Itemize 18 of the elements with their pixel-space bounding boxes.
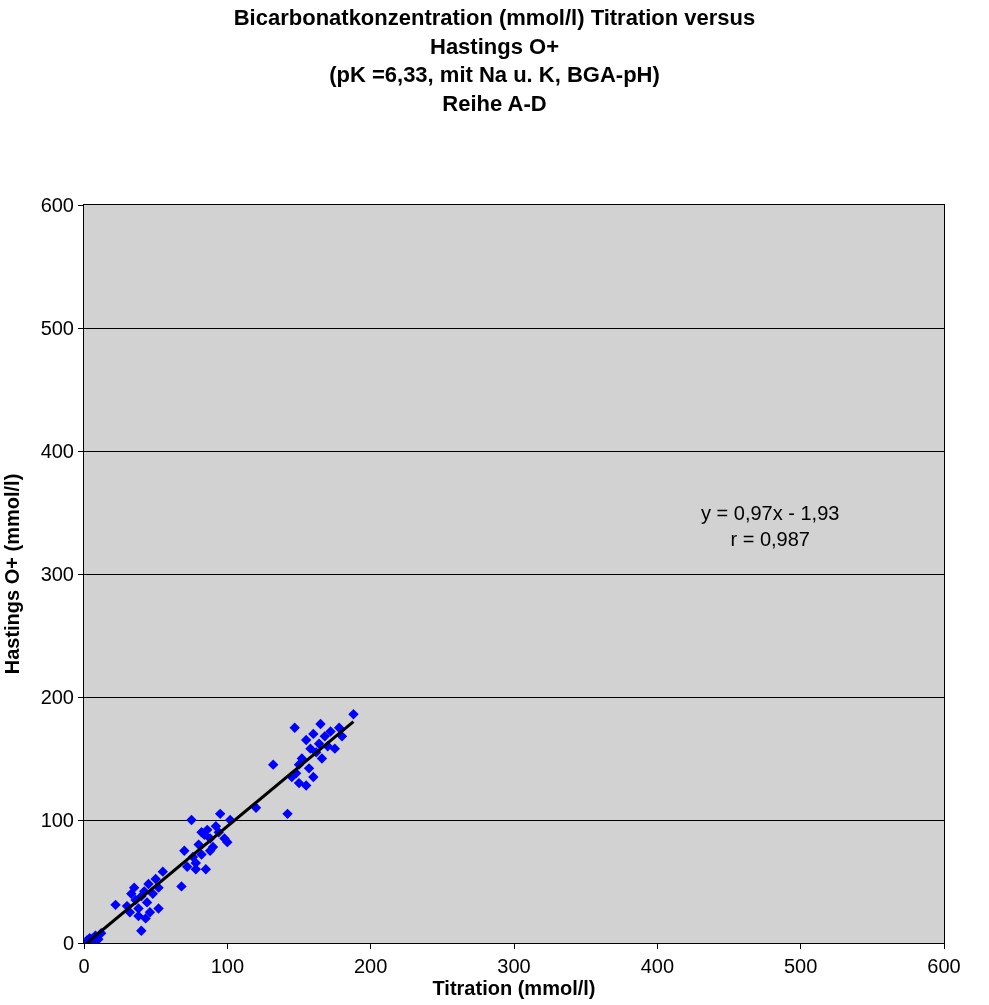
y-tick-label: 600 — [40, 194, 74, 216]
annotation: y = 0,97x - 1,93 r = 0,987 — [701, 502, 840, 550]
y-tick-label: 400 — [40, 440, 74, 462]
y-tick-label: 500 — [40, 317, 74, 339]
y-tick-label: 0 — [62, 932, 74, 954]
x-tick-label: 100 — [210, 955, 245, 977]
x-tick-label: 400 — [640, 955, 675, 977]
x-tick-label: 0 — [78, 955, 90, 977]
x-axis-title: Titration (mmol/l) — [432, 977, 596, 999]
x-tick-label: 200 — [353, 955, 388, 977]
y-tick-label: 200 — [40, 686, 74, 708]
x-tick-label: 600 — [927, 955, 961, 977]
y-tick-label: 300 — [40, 563, 74, 585]
y-tick-label: 100 — [40, 809, 74, 831]
chart-title: Bicarbonatkonzentration (mmol/l) Titration versus Hastings O+ (pK =6,33, mit Na u. K, BGA-pH) Reihe A-D — [233, 5, 756, 116]
x-tick-label: 500 — [783, 955, 818, 977]
x-tick-label: 300 — [497, 955, 531, 977]
y-axis-title: Hastings O+ (mmol/l) — [1, 473, 24, 675]
